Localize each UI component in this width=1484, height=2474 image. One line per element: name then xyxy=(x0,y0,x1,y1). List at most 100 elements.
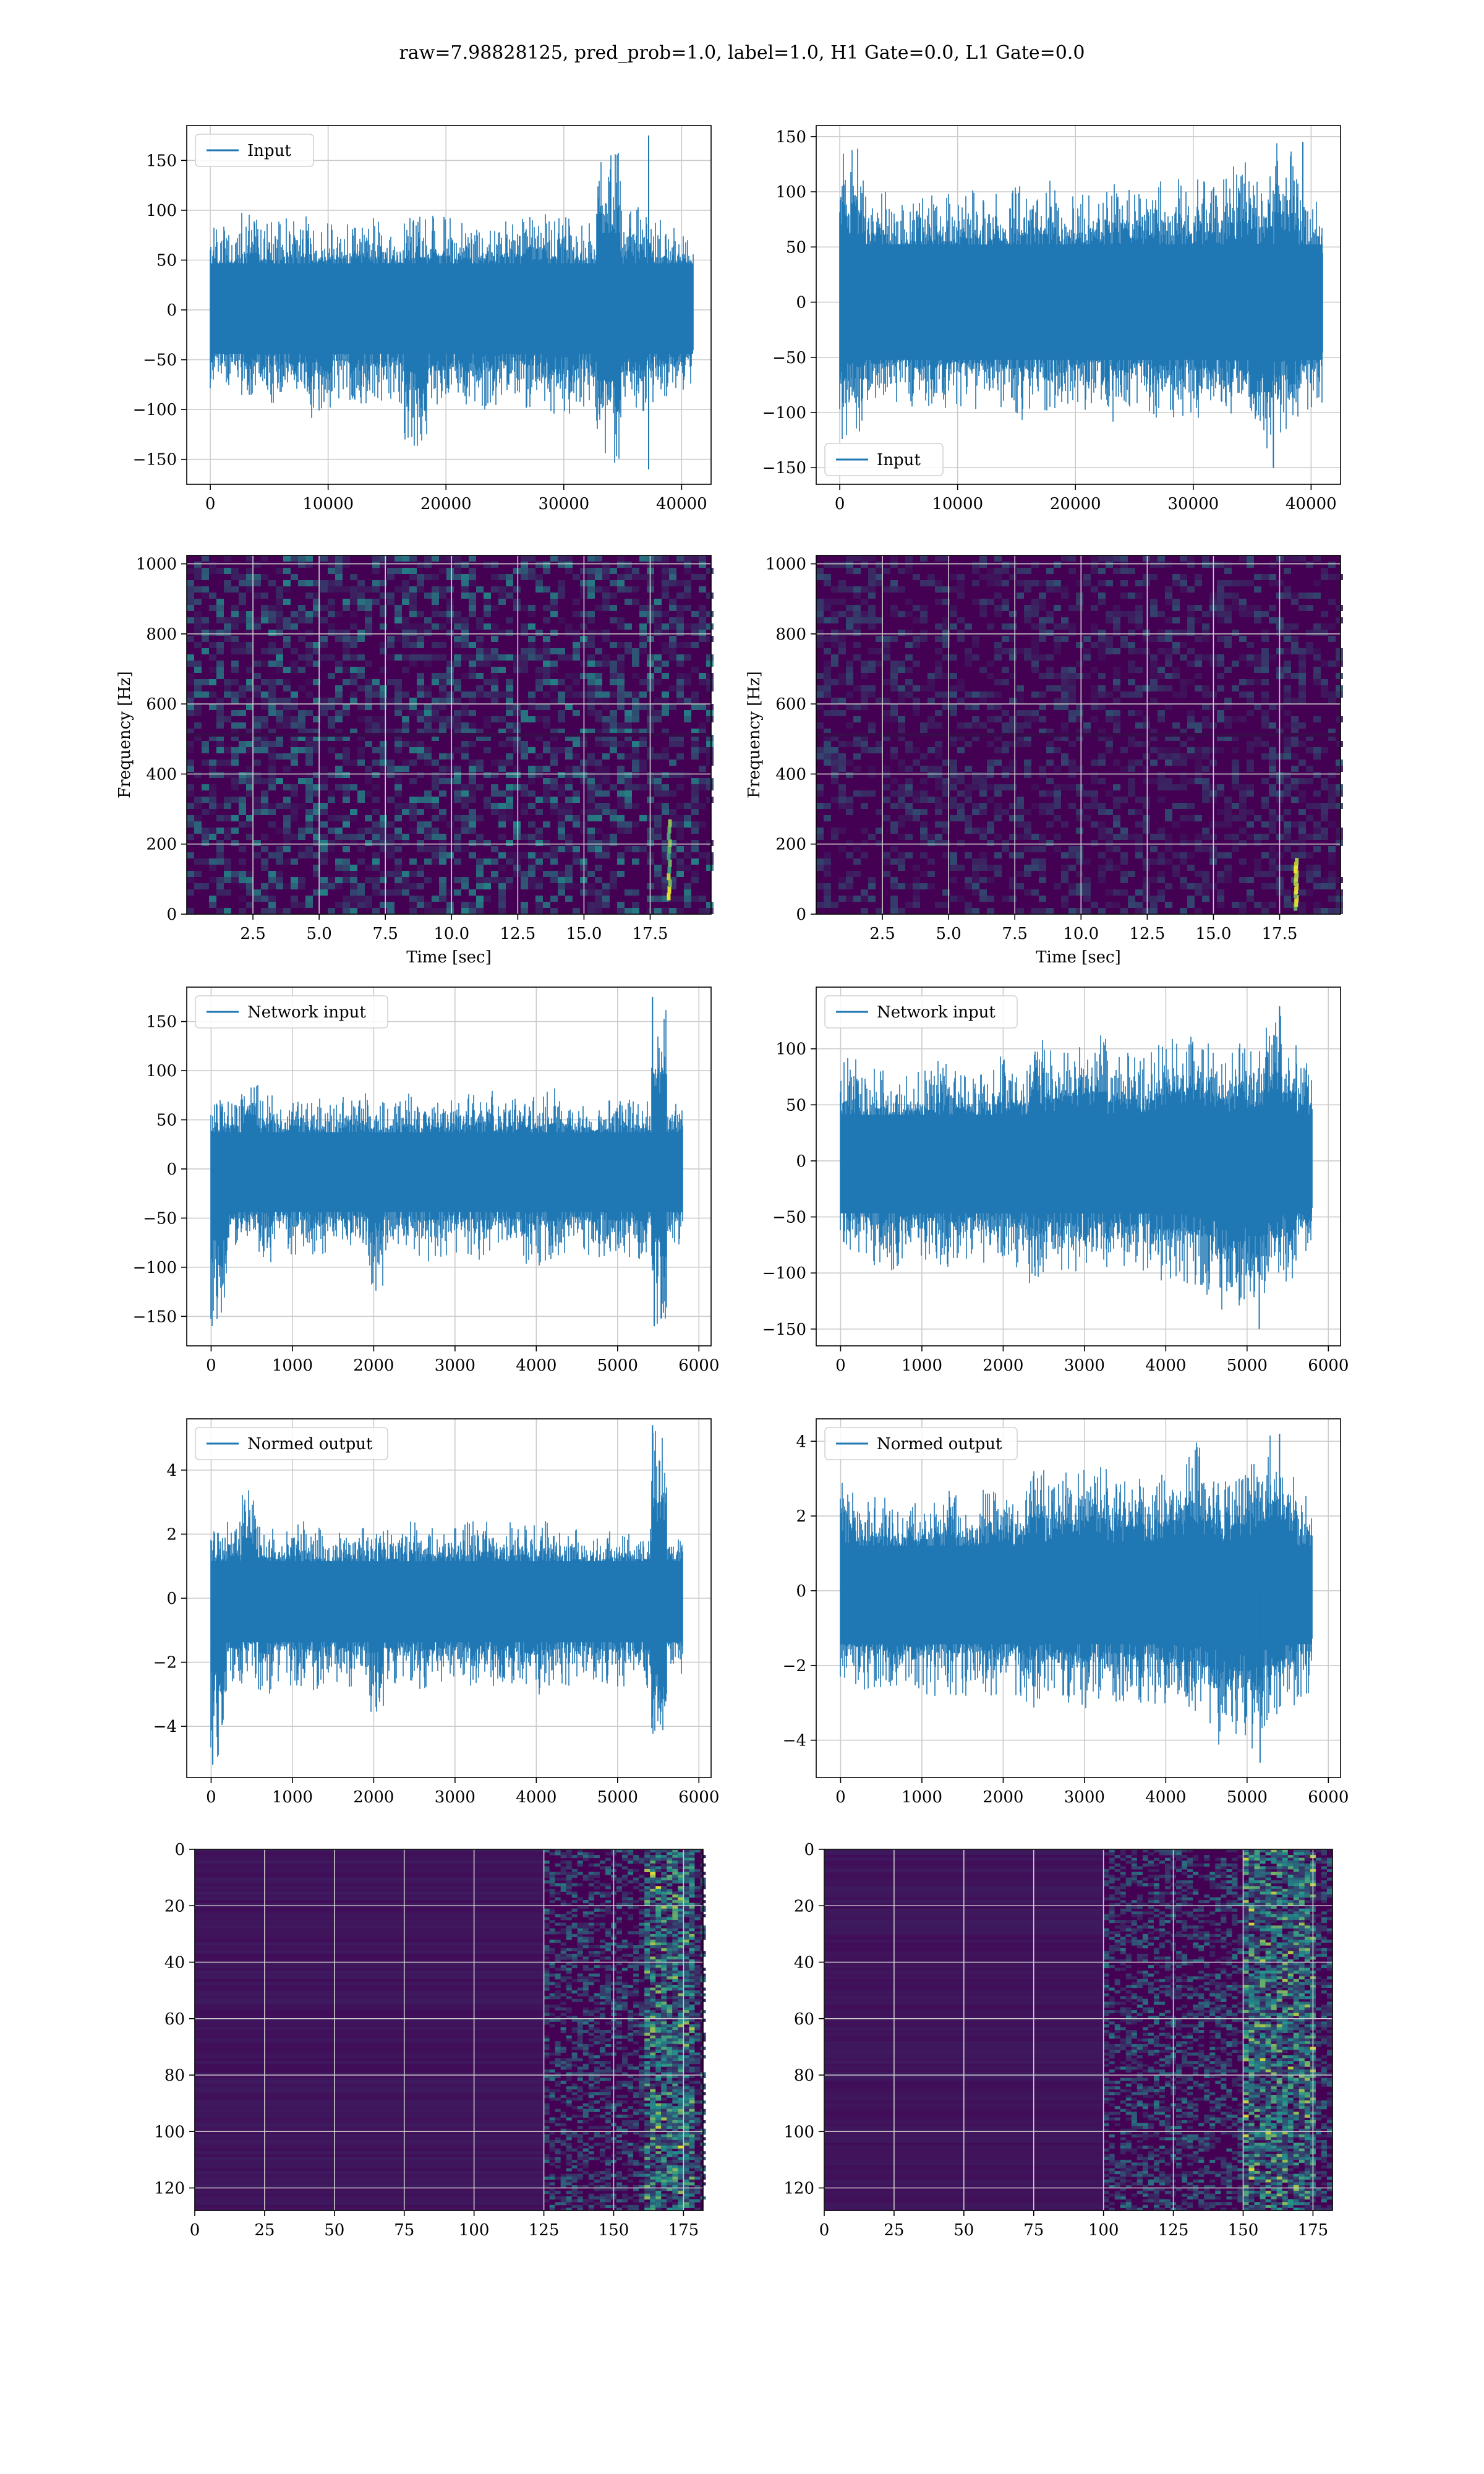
spectrogram-cell xyxy=(883,568,890,574)
attention-cell xyxy=(694,1967,701,1971)
attention-cell xyxy=(683,1971,689,1974)
spectrogram-cell xyxy=(268,778,276,784)
spectrogram-cell xyxy=(513,828,521,834)
spectrogram-cell xyxy=(543,778,550,784)
spectrogram-cell xyxy=(454,828,461,834)
attention-cell xyxy=(560,1922,566,1926)
attention-cell xyxy=(672,1917,678,1920)
spectrogram-cell xyxy=(1165,778,1172,784)
spectrogram-cell xyxy=(625,691,632,698)
spectrogram-cell xyxy=(1150,679,1158,685)
spectrogram-cell xyxy=(268,760,276,766)
spectrogram-cell xyxy=(1076,593,1083,599)
spectrogram-cell xyxy=(409,803,417,809)
spectrogram-cell xyxy=(254,760,261,766)
spectrogram-cell xyxy=(573,673,580,679)
spectrogram-cell xyxy=(1187,611,1195,617)
spectrogram-cell xyxy=(1284,667,1291,673)
spectrogram-cell xyxy=(950,685,957,691)
spectrogram-cell xyxy=(357,846,365,852)
spectrogram-cell xyxy=(513,710,521,716)
spectrogram-cell xyxy=(343,877,350,883)
spectrogram-cell xyxy=(824,648,831,654)
spectrogram-cell xyxy=(387,555,394,562)
spectrogram-cell xyxy=(558,846,565,852)
chirp-cell xyxy=(1294,886,1298,894)
spectrogram-cell xyxy=(824,852,831,858)
spectrogram-cell xyxy=(573,679,580,685)
spectrogram-cell xyxy=(1068,630,1076,636)
spectrogram-cell xyxy=(1135,760,1143,766)
spectrogram-cell xyxy=(868,834,876,840)
spectrogram-cell xyxy=(1180,778,1187,784)
attention-cell xyxy=(628,1872,634,1875)
spectrogram-cell xyxy=(261,803,268,809)
spectrogram-cell xyxy=(209,562,216,568)
spectrogram-cell xyxy=(1061,760,1068,766)
spectrogram-cell xyxy=(1150,877,1158,883)
spectrogram-cell xyxy=(424,593,432,599)
spectrogram-cell xyxy=(380,593,387,599)
spectrogram-cell xyxy=(1009,815,1017,821)
spectrogram-cell xyxy=(550,729,558,735)
spectrogram-cell xyxy=(913,710,920,716)
spectrogram-cell xyxy=(691,753,699,760)
spectrogram-cell xyxy=(1269,760,1276,766)
spectrogram-cell xyxy=(1106,834,1113,840)
spectrogram-cell xyxy=(402,722,409,729)
spectrogram-cell xyxy=(187,741,194,747)
spectrogram-cell xyxy=(1254,741,1261,747)
spectrogram-cell xyxy=(535,902,543,908)
spectrogram-cell xyxy=(1024,865,1031,871)
spectrogram-cell xyxy=(446,617,454,623)
spectrogram-cell xyxy=(1306,778,1313,784)
spectrogram-cell xyxy=(1098,760,1106,766)
x-axis-label: Time [sec] xyxy=(406,948,492,967)
spectrogram-cell xyxy=(1009,562,1017,568)
spectrogram-cell xyxy=(305,828,313,834)
spectrogram-cell xyxy=(246,642,254,648)
spectrogram-cell xyxy=(432,555,439,562)
attention-row xyxy=(195,1940,544,1943)
spectrogram-cell xyxy=(1135,667,1143,673)
spectrogram-cell xyxy=(454,729,461,735)
attention-cell xyxy=(628,1942,634,1946)
spectrogram-cell xyxy=(1091,642,1098,648)
spectrogram-cell xyxy=(1158,828,1165,834)
spectrogram-cell xyxy=(573,908,580,914)
spectrogram-cell xyxy=(1224,568,1232,574)
attention-cell xyxy=(661,1931,667,1935)
spectrogram-cell xyxy=(417,574,424,580)
spectrogram-cell xyxy=(528,877,535,883)
attention-cell xyxy=(689,1945,695,1949)
spectrogram-cell xyxy=(417,623,424,630)
spectrogram-cell xyxy=(454,877,461,883)
attention-cell xyxy=(644,1920,650,1924)
attention-cell xyxy=(650,1951,656,1954)
spectrogram-cell xyxy=(587,828,595,834)
spectrogram-cell xyxy=(254,778,261,784)
spectrogram-cell xyxy=(610,722,617,729)
spectrogram-cell xyxy=(305,896,313,902)
spectrogram-cell xyxy=(543,617,550,623)
spectrogram-cell xyxy=(1165,562,1172,568)
spectrogram-cell xyxy=(246,617,254,623)
spectrogram-cell xyxy=(1239,828,1247,834)
spectrogram-cell xyxy=(1202,828,1209,834)
y-tick-label: −2 xyxy=(783,1657,806,1676)
spectrogram-cell xyxy=(1031,580,1039,586)
spectrogram-cell xyxy=(994,809,1002,815)
spectrogram-cell xyxy=(913,661,920,667)
attention-cell xyxy=(605,1906,611,1909)
attention-row xyxy=(195,1931,544,1935)
spectrogram-cell xyxy=(1195,871,1202,877)
attention-cell xyxy=(661,1866,667,1870)
spectrogram-cell xyxy=(950,858,957,865)
spectrogram-cell xyxy=(639,648,647,654)
attention-cell xyxy=(689,1965,695,1969)
attention-cell xyxy=(667,1863,673,1867)
spectrogram-cell xyxy=(927,698,935,704)
spectrogram-cell xyxy=(853,617,861,623)
spectrogram-cell xyxy=(372,908,380,914)
spectrogram-cell xyxy=(1046,803,1054,809)
